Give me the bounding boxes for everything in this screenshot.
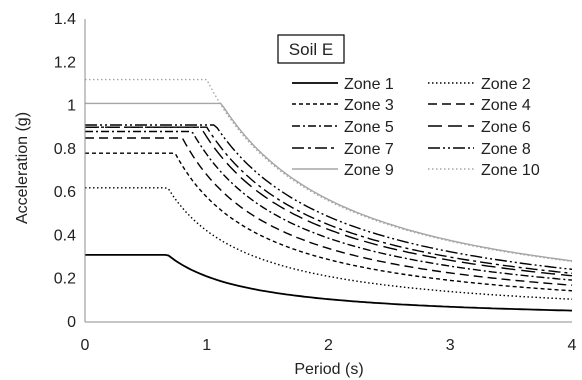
series-line-zone-6 [85, 126, 573, 277]
series-line-zone-7 [85, 126, 573, 274]
legend-label-zone-2: Zone 2 [481, 76, 531, 93]
series-line-zone-4 [85, 137, 573, 286]
x-tick-label: 3 [446, 337, 455, 354]
y-tick-label: 0.8 [54, 141, 76, 158]
legend-label-zone-10: Zone 10 [481, 162, 540, 179]
x-tick-label: 2 [324, 337, 333, 354]
legend: Zone 1 Zone 2 Zone 3 Zone 4 Zone 5 Zone 6 Zone… [292, 76, 540, 179]
y-tick-label: 0.6 [54, 184, 76, 201]
legend-label-zone-7: Zone 7 [344, 141, 394, 158]
legend-label-zone-4: Zone 4 [481, 97, 531, 114]
x-tick-label: 1 [202, 337, 211, 354]
y-tick-label: 1 [67, 98, 76, 115]
series-line-zone-9 [85, 102, 573, 262]
tick-labels: 0 0.2 0.4 0.6 0.8 1 1.2 1.4 0 1 2 3 4 [54, 11, 577, 354]
series-line-zone-3 [85, 152, 573, 292]
x-axis-title: Period (s) [294, 361, 363, 378]
soil-label-box [277, 34, 345, 64]
plot-lines [85, 78, 573, 312]
legend-label-zone-6: Zone 6 [481, 119, 531, 136]
series-line-zone-8 [85, 124, 573, 270]
x-tick-label: 0 [81, 337, 90, 354]
y-tick-label: 1.4 [54, 11, 76, 28]
soil-label: Soil E [289, 40, 333, 59]
series-line-zone-2 [85, 187, 573, 300]
y-axis-title: Acceleration (g) [14, 112, 31, 224]
legend-label-zone-3: Zone 3 [344, 97, 394, 114]
axes [84, 19, 572, 323]
series-line-zone-1 [85, 253, 573, 312]
legend-label-zone-1: Zone 1 [344, 76, 394, 93]
x-tick-label: 4 [568, 337, 577, 354]
y-tick-label: 0.4 [54, 227, 76, 244]
series-line-zone-10 [85, 78, 573, 263]
legend-label-zone-8: Zone 8 [481, 141, 531, 158]
y-tick-label: 0.2 [54, 271, 76, 288]
series-line-zone-5 [85, 130, 573, 281]
legend-label-zone-5: Zone 5 [344, 119, 394, 136]
y-tick-label: 0 [67, 314, 76, 331]
y-tick-label: 1.2 [54, 54, 76, 71]
legend-label-zone-9: Zone 9 [344, 162, 394, 179]
